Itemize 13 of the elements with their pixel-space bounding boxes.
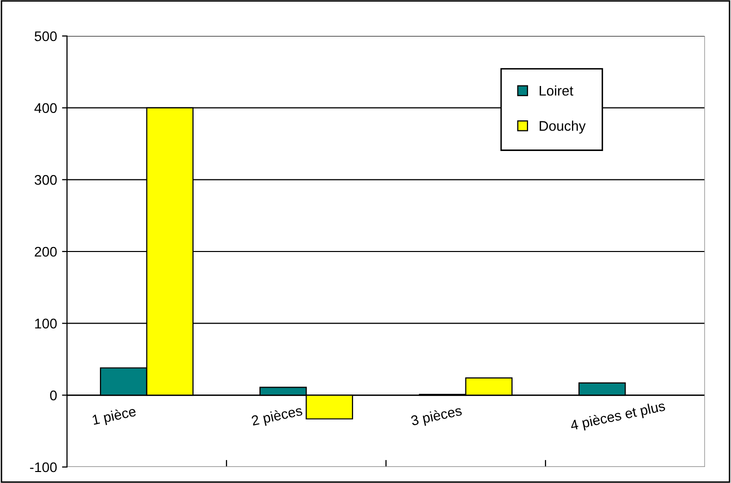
x-tick-label: 2 pièces (251, 405, 304, 428)
x-tick-label: 1 pièce (92, 406, 137, 428)
y-tick-label: 200 (34, 246, 57, 257)
legend-label: Loiret (540, 85, 574, 96)
legend-label: Douchy (540, 120, 586, 134)
y-tick-label: 300 (34, 175, 57, 185)
y-tick-label: 500 (34, 31, 57, 42)
y-tick-label: 100 (35, 318, 57, 329)
x-tick-label: 3 pièces (410, 405, 463, 428)
y-tick-label: 400 (34, 103, 57, 114)
x-tick-label: 4 pièces et plus (570, 400, 666, 434)
y-tick-label: 0 (50, 390, 57, 400)
y-tick-label: -100 (30, 462, 57, 472)
